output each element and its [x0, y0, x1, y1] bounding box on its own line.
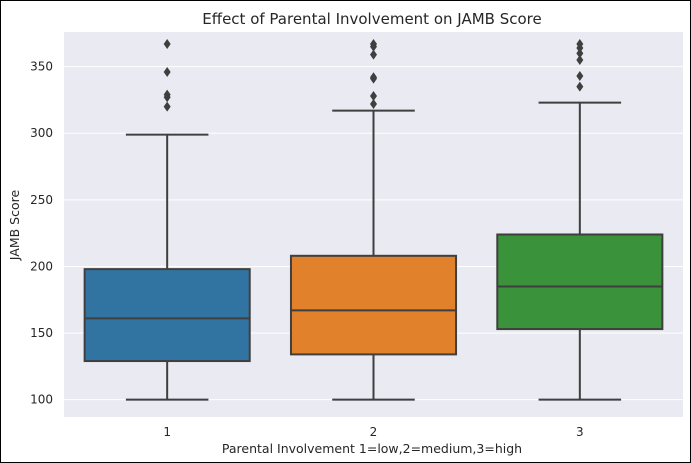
- y-tick-label-250: 250: [30, 193, 53, 207]
- outlier-1-2: [163, 89, 171, 100]
- x-tick-label-3: 3: [576, 425, 584, 439]
- box-3: [496, 233, 664, 331]
- x-tick-label-2: 2: [370, 425, 378, 439]
- outlier-2-1: [370, 90, 377, 101]
- y-tick-label-150: 150: [30, 326, 53, 340]
- y-tick-label-350: 350: [30, 60, 53, 74]
- y-axis-label: JAMB Score: [7, 190, 22, 262]
- x-tick-label-1: 1: [163, 425, 171, 439]
- box-2: [289, 254, 458, 356]
- y-tick-label-100: 100: [30, 393, 53, 407]
- chart-title: Effect of Parental Involvement on JAMB S…: [202, 10, 541, 28]
- box-1: [83, 268, 251, 363]
- y-tick-label-200: 200: [30, 259, 53, 273]
- x-tick-labels: 1 2 3: [163, 425, 583, 439]
- y-tick-labels: 100 150 200 250 300 350: [30, 60, 53, 407]
- outlier-3-5: [576, 38, 584, 49]
- outlier-2-0: [370, 98, 377, 109]
- outlier-1-4: [163, 38, 171, 49]
- boxes: [83, 38, 664, 401]
- outlier-2-4: [370, 49, 377, 60]
- outlier-3-2: [576, 54, 584, 65]
- box-group-3: [496, 38, 664, 401]
- outlier-1-3: [163, 66, 171, 77]
- box-group-2: [289, 38, 458, 401]
- box-group-1: [83, 38, 251, 401]
- outlier-3-0: [576, 81, 584, 92]
- outlier-3-1: [576, 70, 584, 81]
- y-tick-label-300: 300: [30, 126, 53, 140]
- outlier-2-6: [370, 38, 377, 49]
- outlier-3-3: [576, 48, 584, 59]
- x-axis-label: Parental Involvement 1=low,2=medium,3=hi…: [222, 441, 522, 456]
- outlier-1-0: [163, 101, 171, 112]
- outlier-2-3: [370, 72, 377, 83]
